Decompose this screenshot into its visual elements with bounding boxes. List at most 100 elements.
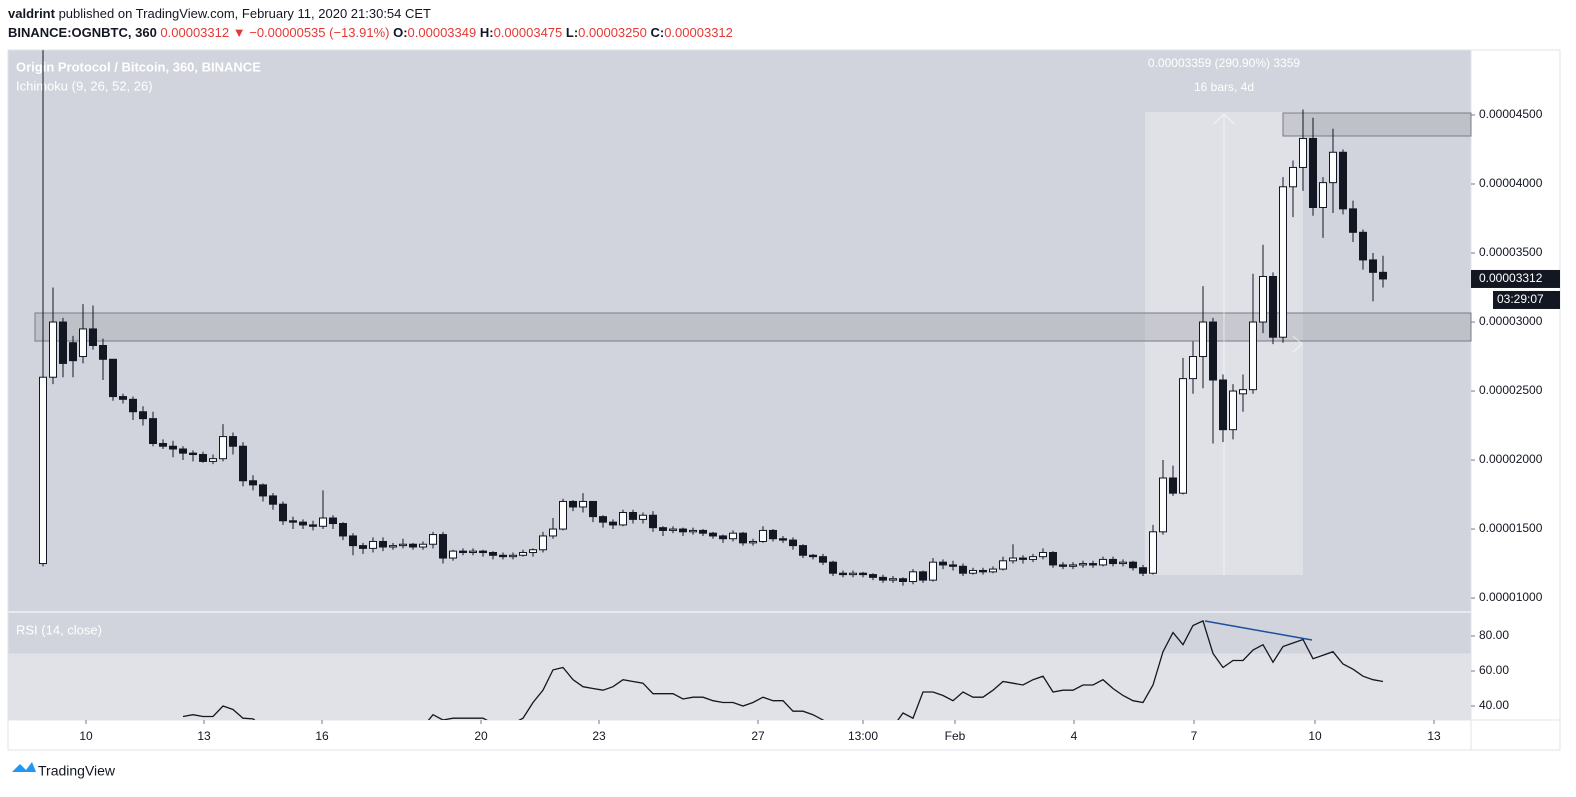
candle-body [1159, 477, 1167, 533]
candle-body [69, 342, 77, 362]
last: 0.00003312 [160, 25, 230, 40]
candle-body [1149, 531, 1157, 574]
measure-label: 16 bars, 4d [1194, 80, 1254, 94]
candle-body [399, 543, 407, 547]
header-line-2: BINANCE:OGNBTC, 360 0.00003312 ▼ −0.0000… [8, 25, 733, 40]
candle-body [749, 540, 757, 544]
change-arrow: ▼ [232, 25, 246, 40]
x-tick-label: 13 [1427, 729, 1441, 743]
candle-body [179, 448, 187, 454]
rsi-title: RSI (14, close) [16, 622, 102, 637]
candle-body [729, 532, 737, 540]
rsi-line-group [182, 619, 1384, 720]
candle-body [1189, 356, 1197, 380]
candle-body [539, 535, 547, 551]
author: valdrint [8, 6, 55, 21]
candle-body [209, 458, 217, 462]
x-tick-label: 7 [1191, 729, 1198, 743]
candle-body [189, 452, 197, 456]
h: 0.00003475 [493, 25, 563, 40]
candle-body [1199, 321, 1207, 358]
change: −0.00000535 (−13.91%) [249, 25, 390, 40]
resistance-zone [34, 312, 1472, 342]
candle-body [469, 550, 477, 554]
candle-body [219, 436, 227, 460]
candle-body [49, 321, 57, 378]
candle-body [569, 500, 577, 508]
candle-body [1299, 137, 1307, 168]
candle-body [989, 568, 997, 573]
candle-body [379, 540, 387, 548]
candle-body [959, 565, 967, 574]
header-line-1: valdrint published on TradingView.com, F… [8, 6, 431, 21]
y-tick-label: 0.00001000 [1479, 590, 1543, 604]
logo [12, 762, 36, 772]
candle-body [479, 550, 487, 554]
candle-body [509, 554, 517, 558]
candle-body [139, 411, 147, 420]
c: 0.00003312 [664, 25, 733, 40]
candle-body [1319, 182, 1327, 208]
candle-body [319, 517, 327, 527]
candle-body [1219, 379, 1227, 431]
h-label: H: [479, 25, 494, 40]
symbol: BINANCE:OGNBTC, 360 [8, 25, 157, 40]
candle-body [359, 545, 367, 549]
candle-body [1009, 557, 1017, 562]
candle-body [519, 552, 527, 556]
candle-body [169, 445, 177, 450]
candle-body [1179, 378, 1187, 494]
candle-body [1069, 564, 1077, 567]
candle-body [1279, 186, 1287, 338]
candle-body [879, 576, 887, 581]
main-pane [8, 50, 1471, 612]
candle-body [929, 561, 937, 581]
candle-body [1309, 137, 1317, 208]
candle-body [119, 396, 127, 400]
candle-body [1119, 561, 1127, 565]
candle-body [1209, 321, 1217, 381]
candle-body [329, 517, 337, 525]
y-tick-label: 0.00002500 [1479, 383, 1543, 397]
candle-body [389, 545, 397, 548]
candle-body [859, 572, 867, 576]
candle-body [269, 495, 277, 505]
candle-body [1239, 389, 1247, 395]
candle-body [449, 550, 457, 559]
candle-body [459, 550, 467, 554]
y-tick-label: 60.00 [1479, 663, 1509, 677]
candle-body [39, 376, 47, 565]
candle-body [1079, 563, 1087, 566]
candle-body [839, 572, 847, 576]
x-tick-label: 23 [592, 729, 606, 743]
candle-body [529, 549, 537, 554]
candle-body [349, 535, 357, 547]
candle-body [259, 484, 267, 497]
candle-body [299, 521, 307, 526]
candle-body [559, 500, 567, 530]
candle-body [799, 545, 807, 556]
candle-body [1139, 567, 1147, 574]
candle-body [1259, 275, 1267, 323]
y-tick-label: 40.00 [1479, 698, 1509, 712]
candle-body [769, 529, 777, 540]
x-tick-label: 13:00 [848, 729, 878, 743]
candle-body [199, 454, 207, 462]
frame [7, 49, 1561, 751]
c-label: C: [650, 25, 665, 40]
candle-body [649, 514, 657, 529]
candle-body [949, 564, 957, 567]
candle-body [1099, 558, 1107, 566]
candle-body [739, 532, 747, 544]
candle-body [689, 529, 697, 533]
candle-body [229, 436, 237, 447]
divergence-line [1204, 620, 1313, 641]
rsi-line [182, 619, 1384, 720]
candle-body [1249, 321, 1257, 391]
y-tick-label: 80.00 [1479, 628, 1509, 642]
candle-body [979, 569, 987, 573]
candle-body [809, 554, 817, 558]
x-tick-label: 10 [79, 729, 93, 743]
candle-body [109, 358, 117, 398]
